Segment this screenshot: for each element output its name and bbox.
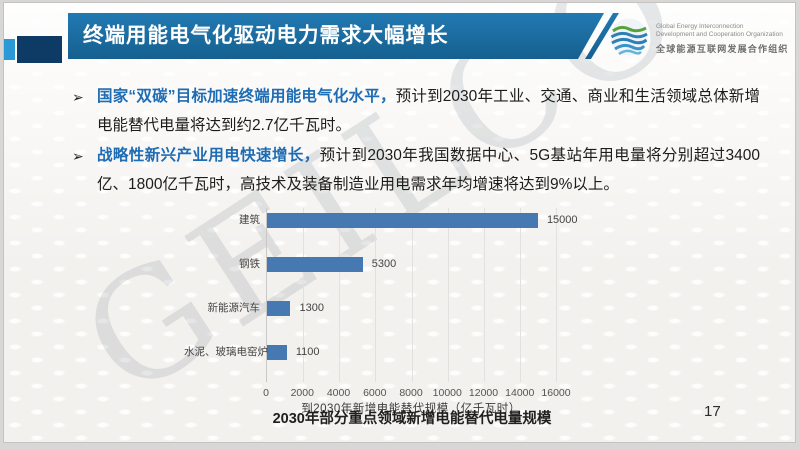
logo-english-line2: Development and Cooperation Organization: [656, 31, 783, 38]
chart-x-axis-label: 到2030年新增电能替代规模（亿千瓦时）: [301, 403, 521, 415]
x-tick-label: 6000: [363, 387, 387, 399]
gridline: [303, 208, 305, 382]
x-tick-label: 14000: [505, 387, 535, 399]
bullet-rest-2: 预计到2030年我国数据中心、5G基站年用电量将分别超过3400亿、1800亿千…: [97, 147, 760, 193]
bullet-item-1: ➢ 国家“双碳”目标加速终端用能电气化水平，预计到2030年工业、交通、商业和生…: [72, 83, 772, 140]
arrow-bullet-icon: ➢: [72, 148, 84, 164]
bar-value-label: 1100: [295, 346, 320, 358]
bullet-text-2: 战略性新兴产业用电快速增长，预计到2030年我国数据中心、5G基站年用电量将分别…: [97, 142, 760, 199]
bar-chart: 15000 5300 1300 1100 建筑钢铁新能源汽车水泥、玻璃电窑炉 0 200…: [184, 208, 578, 415]
page-number: 17: [704, 403, 721, 420]
x-tick-label: 2000: [290, 387, 314, 399]
bullet-lead-2: 战略性新兴产业用电快速增长，: [97, 147, 320, 164]
bar: [267, 257, 363, 272]
gridline: [483, 208, 485, 382]
x-tick-label: 12000: [468, 387, 499, 399]
gridline: [447, 208, 449, 382]
bullet-item-2: ➢ 战略性新兴产业用电快速增长，预计到2030年我国数据中心、5G基站年用电量将…: [72, 142, 772, 199]
gridline: [375, 208, 377, 382]
chart-plot-area: 15000 5300 1300 1100: [266, 208, 578, 382]
arrow-bullet-icon: ➢: [72, 89, 84, 105]
x-tick-label: 4000: [326, 387, 351, 399]
x-tick-label: 10000: [432, 387, 462, 399]
logo-chinese-name: 全球能源互联网发展合作组织: [656, 44, 789, 54]
bullet-lead-1: 国家“双碳”目标加速终端用能电气化水平，: [97, 88, 396, 105]
bar-value-label: 1300: [299, 302, 324, 314]
logo-english-line1: Global Energy Interconnection: [656, 23, 744, 30]
gridline: [339, 208, 341, 382]
logo-text-block: Global Energy Interconnection Developmen…: [656, 23, 789, 55]
category-label: 水泥、玻璃电窑炉: [184, 346, 268, 358]
slide-title: 终端用能电气化驱动电力需求大幅增长: [68, 13, 604, 59]
header-accent-square-light: [4, 39, 15, 60]
x-tick-label: 8000: [399, 387, 423, 399]
bullet-text-1: 国家“双碳”目标加速终端用能电气化水平，预计到2030年工业、交通、商业和生活领…: [97, 83, 760, 140]
presentation-slide: GEILCO 终端用能电气化驱动电力需求大幅增长 Global Energy I…: [3, 2, 796, 443]
chart-caption: 2030年部分重点领域新增电能替代电量规模: [272, 411, 552, 427]
organization-logo: Global Energy Interconnection Developmen…: [609, 15, 789, 63]
bullet-rest-1: 预计到2030年工业、交通、商业和生活领域总体新增电能替代电量将达到约2.7亿千…: [97, 88, 760, 134]
bullet-list: ➢ 国家“双碳”目标加速终端用能电气化水平，预计到2030年工业、交通、商业和生…: [72, 83, 772, 201]
gridline: [556, 208, 557, 382]
bar-value-label: 5300: [371, 258, 397, 270]
bar: [267, 345, 287, 360]
gridline: [519, 208, 521, 382]
bar: [267, 213, 538, 228]
bar-value-label: 15000: [546, 214, 578, 226]
category-label: 建筑: [239, 214, 260, 226]
category-label: 新能源汽车: [207, 302, 261, 314]
globe-icon: [609, 17, 649, 62]
chart-x-axis-ticks: 0 2000 4000 6000 8000 10000 12000 14000 16000: [263, 387, 571, 399]
header-accent-square-navy: [17, 36, 62, 63]
gridline: [411, 208, 413, 382]
category-label: 钢铁: [239, 258, 260, 270]
bar: [267, 301, 291, 316]
x-tick-label: 16000: [541, 387, 571, 399]
x-tick-label: 0: [263, 387, 269, 399]
